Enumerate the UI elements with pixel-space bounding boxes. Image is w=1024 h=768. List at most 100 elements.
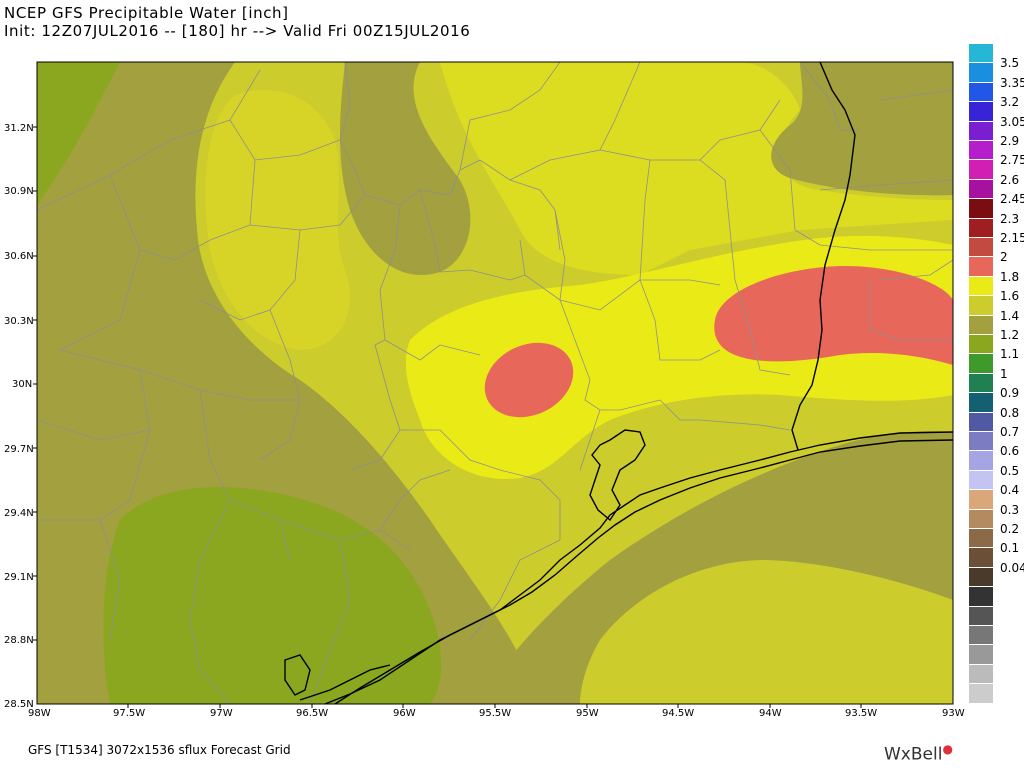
legend-label: 1.8 (1000, 269, 1020, 284)
legend-swatch (969, 44, 993, 64)
legend-swatch (969, 160, 993, 180)
lon-label: 93.5W (845, 708, 877, 719)
legend-label: 3.5 (1000, 56, 1020, 71)
pw-contour-1-8-light (395, 62, 953, 275)
lon-label: 97.5W (113, 708, 145, 719)
lat-label: 31.2N (4, 123, 34, 134)
legend-label: 0.3 (1000, 502, 1020, 517)
wxbell-logo: WxBell● (884, 742, 953, 765)
legend-label: 3.2 (1000, 95, 1020, 110)
pw-contour-1-4-southwest (103, 487, 442, 704)
legend-swatch (969, 335, 993, 355)
legend-label: 2.75 (1000, 153, 1024, 168)
lon-label: 98W (28, 708, 51, 719)
lat-label: 30.3N (4, 316, 34, 327)
pw-contour-2-15-east (714, 265, 953, 365)
legend-label: 2.6 (1000, 172, 1020, 187)
lat-label: 29.7N (4, 444, 34, 455)
pw-field (37, 62, 953, 704)
legend-swatch (969, 451, 993, 471)
map-subtitle: Init: 12Z07JUL2016 -- [180] hr --> Valid… (4, 22, 471, 40)
lat-label: 29.1N (4, 572, 34, 583)
legend-label: 3.05 (1000, 114, 1024, 129)
lat-label: 29.4N (4, 508, 34, 519)
legend-swatch (969, 121, 993, 141)
latitude-labels: 31.2N 30.9N 30.6N 30.3N 30N 29.7N 29.4N … (4, 123, 37, 710)
legend-swatch (969, 315, 993, 335)
lon-label: 94W (759, 708, 782, 719)
lon-label: 97W (210, 708, 233, 719)
lat-label: 28.8N (4, 635, 34, 646)
legend-swatch (969, 373, 993, 394)
legend-swatch (969, 412, 993, 432)
legend-swatch (969, 509, 993, 529)
legend-swatch (969, 296, 993, 316)
logo-dot-icon: ● (942, 742, 953, 756)
legend-label: 0.5 (1000, 463, 1020, 478)
legend-label: 1.1 (1000, 347, 1020, 362)
legend-label: 0.7 (1000, 425, 1020, 439)
legend-label: 2.9 (1000, 134, 1020, 148)
lat-label: 28.5N (4, 699, 34, 710)
legend-label: 0.04 (1000, 560, 1024, 575)
pw-contour-1-8-north (205, 90, 350, 350)
legend-label: 1.6 (1000, 289, 1020, 304)
legend-swatch (969, 141, 993, 161)
legend-label: 0.4 (1000, 483, 1020, 498)
legend-swatch (969, 82, 993, 103)
lon-label: 96.5W (296, 708, 328, 719)
legend-swatch (969, 354, 993, 374)
legend-swatch (969, 587, 993, 607)
legend-swatch (969, 626, 993, 646)
legend-swatch (969, 238, 993, 258)
legend-label: 2.15 (1000, 231, 1024, 245)
legend-label: 2 (1000, 250, 1008, 265)
pw-contour-2-15-west (484, 342, 574, 418)
pw-contour-1-6-gulf (480, 431, 953, 704)
legend-swatch (969, 470, 993, 491)
pw-contour-1-6-northeast (771, 62, 953, 196)
legend-swatch (969, 490, 993, 510)
legend-swatch (969, 179, 993, 200)
pw-contour-1-6-north (340, 62, 471, 276)
lat-label: 30N (12, 379, 32, 390)
county-boundaries (37, 62, 953, 704)
lon-label: 95.5W (479, 708, 511, 719)
lon-label: 95W (576, 708, 599, 719)
legend-swatch (969, 664, 993, 685)
coastline (284, 62, 953, 704)
legend-label: 1.2 (1000, 328, 1020, 342)
legend-swatch (969, 63, 993, 83)
legend-swatch (969, 432, 993, 452)
legend-swatch (969, 393, 993, 413)
legend-swatch (969, 529, 993, 549)
pw-contour-1-4-northwest (37, 62, 120, 205)
legend-swatch (969, 645, 993, 665)
legend-swatch (969, 548, 993, 568)
legend-swatch (969, 567, 993, 588)
legend-label: 3.35 (1000, 75, 1024, 90)
legend-label: 2.45 (1000, 192, 1024, 207)
lon-label: 94.5W (662, 708, 694, 719)
legend-swatch (969, 606, 993, 626)
longitude-labels: 98W 97.5W 97W 96.5W 96W 95.5W 95W 94.5W … (28, 704, 965, 719)
lat-label: 30.9N (4, 186, 34, 197)
legend-label: 0.2 (1000, 522, 1020, 536)
legend-label: 0.1 (1000, 541, 1020, 556)
legend-label: 0.8 (1000, 405, 1020, 420)
legend-label: 1 (1000, 366, 1008, 381)
legend-label: 1.4 (1000, 308, 1020, 323)
legend-label: 2.3 (1000, 211, 1020, 226)
lon-label: 93W (942, 708, 965, 719)
legend-swatch (969, 276, 993, 297)
lat-label: 30.6N (4, 251, 34, 262)
legend-swatch (969, 684, 993, 704)
logo-text: WxBell (884, 744, 943, 765)
legend-swatch (969, 257, 993, 277)
legend-label: 0.6 (1000, 444, 1020, 459)
legend-swatch (969, 102, 993, 122)
model-grid-info: GFS [T1534] 3072x1536 sflux Forecast Gri… (28, 743, 291, 757)
lon-label: 96W (393, 708, 416, 719)
map-title: NCEP GFS Precipitable Water [inch] (4, 4, 289, 22)
